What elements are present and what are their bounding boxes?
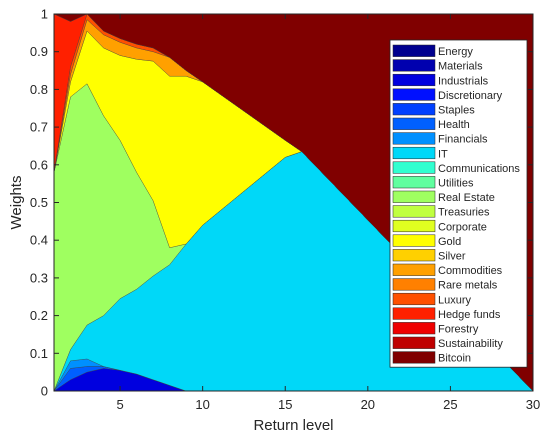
- legend-swatch: [392, 132, 436, 145]
- legend-swatch: [392, 351, 436, 364]
- legend-entry-label: Industrials: [438, 75, 489, 87]
- legend-swatch: [392, 88, 436, 101]
- legend-swatch: [392, 278, 436, 291]
- legend-entry-label: Discretionary: [438, 90, 503, 102]
- x-tick-label: 15: [278, 397, 292, 412]
- y-tick-label: 1: [41, 7, 48, 22]
- legend-entry-label: Hedge funds: [438, 309, 501, 321]
- legend-swatch: [392, 292, 436, 306]
- y-tick-label: 0.3: [30, 270, 48, 285]
- legend-swatch: [392, 146, 436, 160]
- legend-entry-label: IT: [438, 148, 448, 160]
- legend-swatch: [392, 307, 436, 320]
- x-tick-label: 10: [195, 397, 209, 412]
- y-tick-label: 0.5: [30, 195, 48, 210]
- legend: Energy Materials Industrials Discretionary S…: [389, 39, 528, 368]
- y-tick-label: 0.2: [30, 308, 48, 323]
- y-tick-label: 0.4: [30, 233, 48, 248]
- x-axis-label: Return level: [253, 417, 333, 434]
- y-tick-label: 0.9: [30, 44, 48, 59]
- legend-swatch: [392, 336, 436, 349]
- legend-entry-label: Silver: [438, 251, 466, 263]
- y-tick-label: 0.8: [30, 82, 48, 97]
- legend-entry-label: Gold: [438, 236, 461, 248]
- legend-entry-label: Sustainability: [438, 338, 503, 350]
- legend-entry-label: Health: [438, 119, 470, 131]
- legend-entry-label: Commodities: [438, 265, 503, 277]
- legend-entry-label: Staples: [438, 105, 475, 117]
- legend-entry-label: Real Estate: [438, 192, 495, 204]
- legend-swatch: [392, 73, 436, 87]
- y-tick-label: 0.7: [30, 120, 48, 135]
- y-tick-label: 0.1: [30, 346, 48, 361]
- legend-entry-label: Rare metals: [438, 280, 498, 292]
- y-axis-label: Weights: [8, 176, 25, 230]
- legend-entry-label: Financials: [438, 134, 488, 146]
- legend-swatch: [392, 263, 436, 276]
- legend-entry-label: Forestry: [438, 324, 479, 336]
- y-tick-label: 0: [41, 384, 48, 399]
- legend-entry-label: Treasuries: [438, 207, 490, 219]
- legend-swatch: [392, 59, 436, 72]
- x-tick-label: 5: [116, 397, 123, 412]
- legend-swatch: [392, 44, 436, 57]
- legend-swatch: [392, 161, 436, 174]
- legend-entry-label: Corporate: [438, 221, 487, 233]
- legend-swatch: [392, 249, 436, 262]
- x-tick-label: 25: [443, 397, 457, 412]
- legend-swatch: [392, 205, 436, 218]
- legend-entry-label: Materials: [438, 61, 483, 73]
- x-tick-label: 20: [361, 397, 375, 412]
- x-tick-label: 30: [526, 397, 540, 412]
- legend-swatch: [392, 322, 436, 335]
- legend-entry-label: Luxury: [438, 294, 472, 306]
- legend-swatch: [392, 176, 436, 189]
- legend-entry-label: Utilities: [438, 178, 474, 190]
- legend-entry-label: Bitcoin: [438, 353, 471, 365]
- legend-swatch: [392, 234, 436, 247]
- legend-swatch: [392, 117, 436, 130]
- legend-entry-label: Energy: [438, 46, 473, 58]
- legend-swatch: [392, 219, 436, 233]
- tick-layer: 5 10 15 20 25 30 0 0.1 0.2 0.3 0.4 0.5 0.6 0.7 0.8 0.9 1: [30, 7, 540, 413]
- legend-swatch: [392, 103, 436, 116]
- y-tick-label: 0.6: [30, 157, 48, 172]
- legend-entry-label: Communications: [438, 163, 520, 175]
- legend-swatch: [392, 190, 436, 203]
